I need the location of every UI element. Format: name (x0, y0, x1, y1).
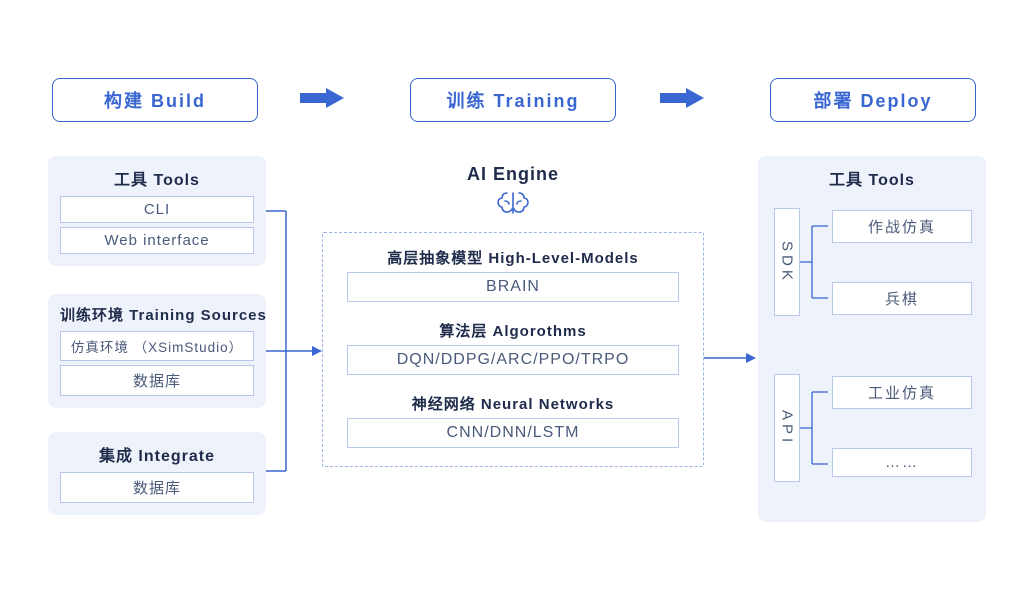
engine-sec-2-content: CNN/DNN/LSTM (347, 418, 679, 448)
panel-sources-title: 训练环境 Training Sources (60, 304, 254, 325)
connector-engine-to-right (704, 350, 760, 366)
panel-integrate-title: 集成 Integrate (60, 442, 254, 466)
arrow-train-to-deploy (660, 88, 720, 112)
sources-item-1: 数据库 (60, 365, 254, 396)
engine-sec-2-title: 神经网络 Neural Networks (347, 393, 679, 414)
pill-train: 训练 Training (410, 78, 616, 122)
bracket-sdk (800, 208, 834, 316)
panel-tools: 工具 Tools CLI Web interface (48, 156, 266, 266)
api-item-0: 工业仿真 (832, 376, 972, 409)
api-vertical-label: API (774, 374, 800, 482)
engine-header: AI Engine (322, 164, 704, 224)
sdk-item-1: 兵棋 (832, 282, 972, 315)
engine-dashed-box: 高层抽象模型 High-Level-Models BRAIN 算法层 Algor… (322, 232, 704, 467)
tools-item-0: CLI (60, 196, 254, 223)
pill-deploy: 部署 Deploy (770, 78, 976, 122)
panel-integrate: 集成 Integrate 数据库 (48, 432, 266, 515)
pill-train-label: 训练 Training (446, 91, 579, 111)
brain-icon (495, 189, 531, 219)
engine-sec-1-title: 算法层 Algorothms (347, 320, 679, 341)
tools-item-1: Web interface (60, 227, 254, 254)
connector-left-to-engine (266, 156, 326, 506)
api-item-1: …… (832, 448, 972, 477)
sdk-vertical-label-text: SDK (779, 241, 796, 284)
engine-sec-1-content: DQN/DDPG/ARC/PPO/TRPO (347, 345, 679, 375)
bracket-api (800, 374, 834, 482)
panel-sources: 训练环境 Training Sources 仿真环境 （XSimStudio） … (48, 294, 266, 408)
engine-sec-0-title: 高层抽象模型 High-Level-Models (347, 247, 679, 268)
pill-build: 构建 Build (52, 78, 258, 122)
arrow-build-to-train (300, 88, 360, 112)
panel-tools-title: 工具 Tools (60, 166, 254, 190)
api-vertical-label-text: API (779, 410, 796, 446)
integrate-item-0: 数据库 (60, 472, 254, 503)
panel-right-tools: 工具 Tools SDK API 作战仿真 兵棋 工业仿真 …… (758, 156, 986, 522)
pill-build-label: 构建 Build (104, 91, 206, 111)
engine-title: AI Engine (322, 164, 704, 185)
pill-deploy-label: 部署 Deploy (813, 91, 932, 111)
sdk-item-0: 作战仿真 (832, 210, 972, 243)
engine-sec-0-content: BRAIN (347, 272, 679, 302)
sdk-vertical-label: SDK (774, 208, 800, 316)
panel-right-tools-title: 工具 Tools (770, 166, 974, 190)
sources-item-0: 仿真环境 （XSimStudio） (60, 331, 254, 361)
